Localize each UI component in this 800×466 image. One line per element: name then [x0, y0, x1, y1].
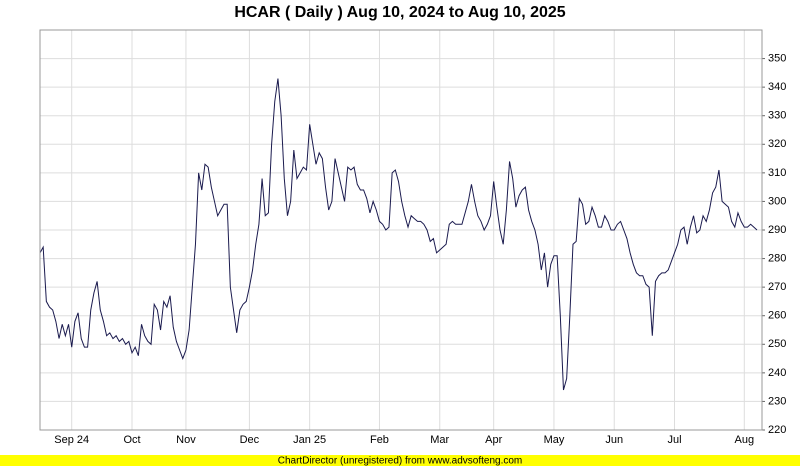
footer: ChartDirector (unregistered) from www.ad… — [278, 456, 523, 466]
y-tick-label: 260 — [768, 310, 786, 322]
x-tick-label: Dec — [240, 434, 260, 446]
y-tick-label: 300 — [768, 195, 786, 207]
y-tick-label: 230 — [768, 395, 786, 407]
y-tick-label: 280 — [768, 252, 786, 264]
x-tick-label: Oct — [123, 434, 140, 446]
y-tick-label: 350 — [768, 52, 786, 64]
footer-bar — [0, 455, 800, 466]
price-line — [39, 78, 758, 391]
x-tick-label: Jun — [605, 434, 623, 446]
x-tick-label: Apr — [485, 434, 502, 446]
x-tick-label: Jan 25 — [293, 434, 326, 446]
y-tick-label: 270 — [768, 281, 786, 293]
y-tick-label: 330 — [768, 110, 786, 122]
x-tick-label: Nov — [176, 434, 196, 446]
x-tick-label: May — [544, 434, 565, 446]
y-tick-label: 340 — [768, 81, 786, 93]
x-tick-label: Sep 24 — [54, 434, 89, 446]
chart-title: HCAR ( Daily ) Aug 10, 2024 to Aug 10, 2… — [234, 4, 565, 21]
x-tick-label: Feb — [370, 434, 389, 446]
y-tick-label: 310 — [768, 167, 786, 179]
plot-border — [39, 29, 763, 431]
y-tick-label: 250 — [768, 338, 786, 350]
y-tick-label: 220 — [768, 424, 786, 436]
x-tick-label: Mar — [430, 434, 449, 446]
y-tick-label: 320 — [768, 138, 786, 150]
y-tick-label: 240 — [768, 367, 786, 379]
y-tick-label: 290 — [768, 224, 786, 236]
x-tick-label: Aug — [735, 434, 755, 446]
x-tick-label: Jul — [667, 434, 681, 446]
